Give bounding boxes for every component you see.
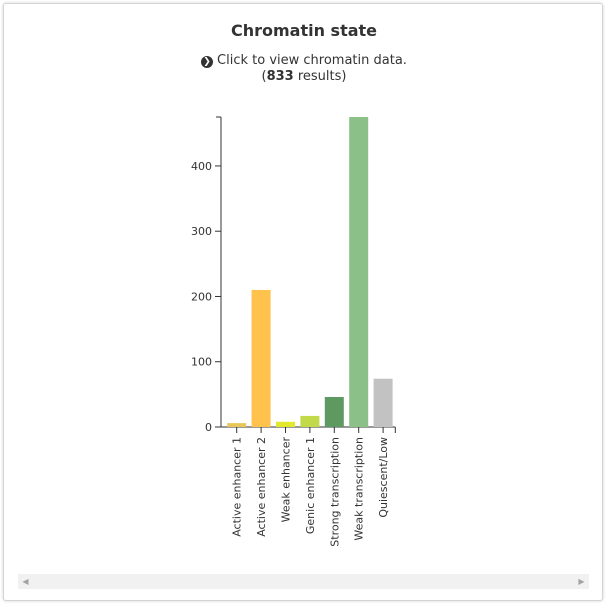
y-tick-label: 0 — [205, 421, 212, 434]
horizontal-scrollbar[interactable]: ◀ ▶ — [18, 574, 589, 589]
bars — [227, 117, 393, 427]
bar[interactable] — [227, 423, 247, 427]
y-tick-label: 200 — [191, 290, 212, 303]
results-close: results) — [293, 69, 347, 84]
y-axis: 0 100 200 300 400 — [191, 116, 222, 434]
bar[interactable] — [251, 289, 271, 427]
bar[interactable] — [349, 117, 369, 427]
chart-title: Chromatin state — [230, 21, 378, 40]
x-tick-label: Strong transcription — [328, 437, 341, 547]
bar[interactable] — [324, 396, 344, 427]
x-tick-label: Weak enhancer — [280, 437, 293, 523]
circle-arrow-right-icon: ❯ — [201, 56, 214, 68]
y-tick-label: 400 — [191, 160, 212, 173]
link-text: Click to view chromatin data. — [217, 53, 407, 68]
x-tick-label: Active enhancer 1 — [231, 437, 244, 537]
view-chromatin-data-link[interactable]: ❯ Click to view chromatin data. — [0, 53, 608, 68]
chart-panel — [3, 3, 603, 601]
bar[interactable] — [276, 421, 295, 427]
results-count: 833 — [266, 69, 294, 84]
results-summary: (833 results) — [0, 69, 608, 84]
x-tick-label: Genic enhancer 1 — [304, 437, 317, 534]
x-tick-label: Quiescent/Low — [377, 437, 390, 518]
scroll-right-icon[interactable]: ▶ — [578, 577, 585, 586]
y-tick-label: 300 — [191, 225, 212, 238]
bar[interactable] — [300, 415, 320, 427]
x-axis: Active enhancer 1 Active enhancer 2 Weak e… — [221, 426, 396, 547]
bar[interactable] — [373, 378, 393, 427]
scroll-left-icon[interactable]: ◀ — [22, 577, 29, 586]
x-tick-label: Active enhancer 2 — [255, 437, 268, 537]
results-open: ( — [261, 69, 267, 84]
y-tick-label: 100 — [191, 356, 212, 369]
x-tick-label: Weak transcription — [353, 437, 366, 541]
